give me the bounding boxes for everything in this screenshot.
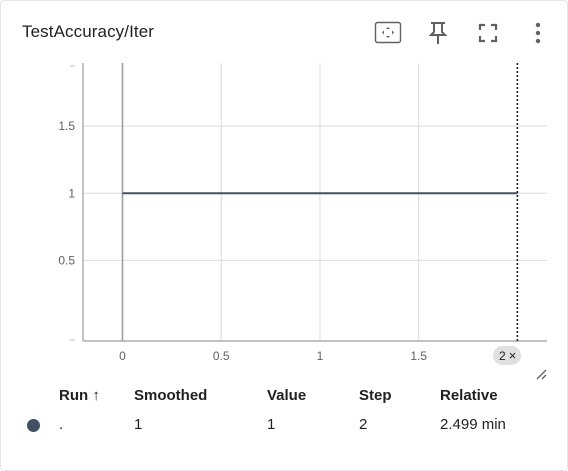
fullscreen-button[interactable]: [474, 19, 502, 47]
more-options-button[interactable]: [524, 19, 552, 47]
line-chart[interactable]: 0.5 1 1.5 0 0.5 1 1.5: [1, 51, 568, 381]
more-vert-icon: [535, 22, 541, 44]
cell-relative: 2.499 min: [440, 416, 506, 433]
cell-value: 1: [267, 416, 276, 433]
pin-button[interactable]: [424, 19, 452, 47]
card-title: TestAccuracy/Iter: [22, 22, 155, 41]
column-header-relative[interactable]: Relative: [440, 387, 498, 404]
x-tick-label: 0: [119, 349, 126, 363]
fit-domain-button[interactable]: [374, 19, 402, 47]
resize-handle-icon[interactable]: [534, 367, 548, 381]
y-tick-label: 1.5: [58, 119, 75, 133]
step-badge-label: 2: [499, 348, 506, 363]
cell-smoothed: 1: [134, 416, 143, 433]
x-tick-label: 1.5: [410, 349, 427, 363]
x-tick-label: 0.5: [213, 349, 230, 363]
fit-domain-icon: [374, 21, 402, 44]
pin-icon: [428, 22, 448, 44]
y-tick-label: 1: [68, 186, 75, 200]
close-icon[interactable]: ×: [508, 348, 517, 363]
column-header-smoothed[interactable]: Smoothed: [134, 387, 208, 404]
cell-step: 2: [359, 416, 368, 433]
chart-svg[interactable]: 0.5 1 1.5 0 0.5 1 1.5: [1, 51, 568, 381]
column-header-run[interactable]: Run ↑: [59, 387, 100, 404]
run-color-dot: [27, 419, 40, 432]
step-badge[interactable]: 2 ×: [493, 346, 522, 365]
x-tick-label: 1: [317, 349, 324, 363]
y-tick-label: 0.5: [58, 253, 75, 267]
column-header-step[interactable]: Step: [359, 387, 392, 404]
cell-run: .: [59, 416, 64, 433]
column-header-value[interactable]: Value: [267, 387, 307, 404]
fullscreen-icon: [478, 23, 498, 43]
